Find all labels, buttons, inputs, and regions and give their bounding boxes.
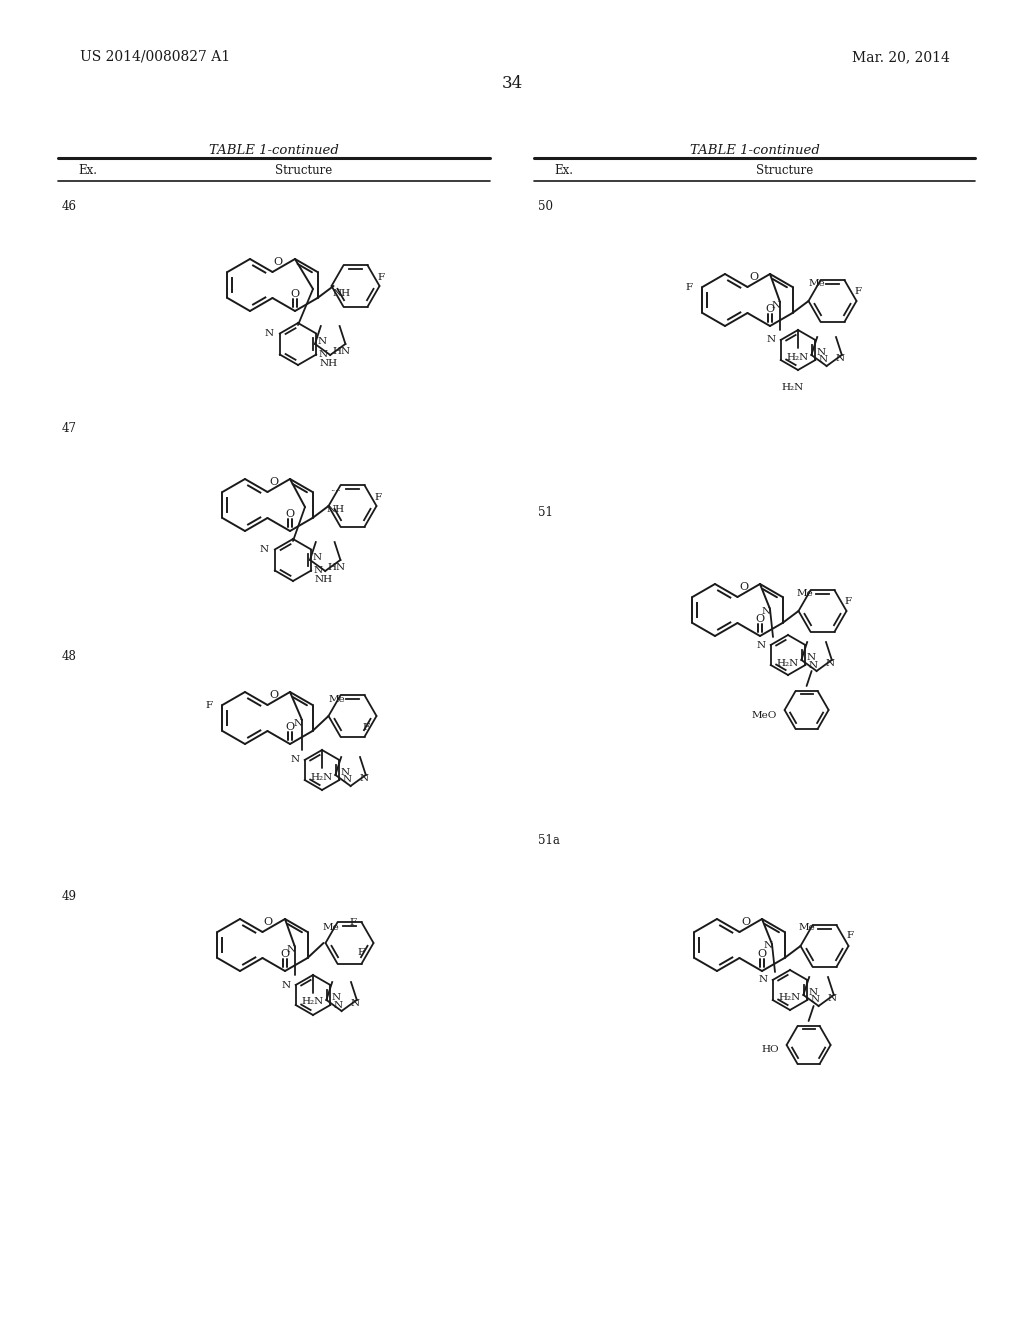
Text: HN: HN xyxy=(328,564,345,573)
Text: O: O xyxy=(286,510,295,519)
Text: F: F xyxy=(349,917,356,927)
Text: N: N xyxy=(806,653,815,663)
Text: 49: 49 xyxy=(62,890,77,903)
Text: 50: 50 xyxy=(538,201,553,214)
Text: N: N xyxy=(767,335,775,345)
Text: NH: NH xyxy=(327,506,345,515)
Text: 34: 34 xyxy=(502,74,522,91)
Text: N: N xyxy=(264,329,273,338)
Text: N: N xyxy=(827,994,837,1003)
Text: TABLE 1-continued: TABLE 1-continued xyxy=(209,144,339,157)
Text: H₂N: H₂N xyxy=(311,772,333,781)
Text: O: O xyxy=(739,582,748,591)
Text: F: F xyxy=(855,286,862,296)
Text: N: N xyxy=(808,989,817,998)
Text: N: N xyxy=(294,718,302,727)
Text: N: N xyxy=(332,994,341,1002)
Text: N: N xyxy=(759,975,768,985)
Text: N: N xyxy=(287,945,296,954)
Text: NH: NH xyxy=(333,289,351,297)
Text: Ex.: Ex. xyxy=(78,164,97,177)
Text: O: O xyxy=(286,722,295,733)
Text: N: N xyxy=(762,606,771,615)
Text: TABLE 1-continued: TABLE 1-continued xyxy=(689,144,819,157)
Text: Me: Me xyxy=(799,924,815,932)
Text: F: F xyxy=(847,932,854,940)
Text: N: N xyxy=(810,995,819,1005)
Text: N: N xyxy=(340,768,349,777)
Text: N: N xyxy=(757,640,766,649)
Text: HN: HN xyxy=(333,347,350,356)
Text: O: O xyxy=(269,690,278,700)
Text: O: O xyxy=(765,304,774,314)
Text: 47: 47 xyxy=(62,421,77,434)
Text: F: F xyxy=(358,948,366,957)
Text: N: N xyxy=(334,1001,342,1010)
Text: NH: NH xyxy=(315,574,333,583)
Text: N: N xyxy=(318,350,328,359)
Text: 46: 46 xyxy=(62,201,77,214)
Text: N: N xyxy=(359,775,369,784)
Text: N: N xyxy=(818,355,827,364)
Text: H₂N: H₂N xyxy=(302,998,325,1006)
Text: Me: Me xyxy=(809,279,825,288)
Text: Me: Me xyxy=(323,923,339,932)
Text: N: N xyxy=(825,660,835,668)
Text: O: O xyxy=(749,272,758,282)
Text: NH: NH xyxy=(319,359,338,367)
Text: 51: 51 xyxy=(538,507,553,520)
Text: Mar. 20, 2014: Mar. 20, 2014 xyxy=(852,50,950,63)
Text: O: O xyxy=(273,257,283,267)
Text: N: N xyxy=(350,999,359,1008)
Text: HO: HO xyxy=(761,1045,778,1055)
Text: F: F xyxy=(206,701,212,710)
Text: Me: Me xyxy=(329,694,345,704)
Text: N: N xyxy=(318,338,327,346)
Text: N: N xyxy=(764,941,772,950)
Text: N: N xyxy=(313,553,323,562)
Text: O: O xyxy=(758,949,767,960)
Text: F: F xyxy=(375,492,382,502)
Text: N: N xyxy=(313,566,323,576)
Text: 51a: 51a xyxy=(538,833,560,846)
Text: MeO: MeO xyxy=(752,710,776,719)
Text: H₂N: H₂N xyxy=(777,659,799,668)
Text: N: N xyxy=(816,348,825,358)
Text: F: F xyxy=(685,282,692,292)
Text: F: F xyxy=(362,723,370,733)
Text: O: O xyxy=(269,477,278,487)
Text: O: O xyxy=(291,289,300,300)
Text: F: F xyxy=(845,597,852,606)
Text: N: N xyxy=(771,301,780,309)
Text: ....: .... xyxy=(331,484,341,492)
Text: H₂N: H₂N xyxy=(782,384,804,392)
Text: O: O xyxy=(756,614,765,624)
Text: F: F xyxy=(378,272,385,281)
Text: Structure: Structure xyxy=(756,164,813,177)
Text: Structure: Structure xyxy=(275,164,333,177)
Text: Me: Me xyxy=(797,589,813,598)
Text: O: O xyxy=(741,917,750,927)
Text: H₂N: H₂N xyxy=(779,994,801,1002)
Text: N: N xyxy=(808,660,817,669)
Text: O: O xyxy=(281,949,290,960)
Text: 48: 48 xyxy=(62,649,77,663)
Text: Ex.: Ex. xyxy=(554,164,573,177)
Text: N: N xyxy=(342,776,351,784)
Text: H₂N: H₂N xyxy=(786,352,809,362)
Text: US 2014/0080827 A1: US 2014/0080827 A1 xyxy=(80,50,230,63)
Text: N: N xyxy=(291,755,300,764)
Text: N: N xyxy=(836,355,845,363)
Text: O: O xyxy=(264,917,273,927)
Text: N: N xyxy=(282,981,291,990)
Text: N: N xyxy=(260,545,269,554)
